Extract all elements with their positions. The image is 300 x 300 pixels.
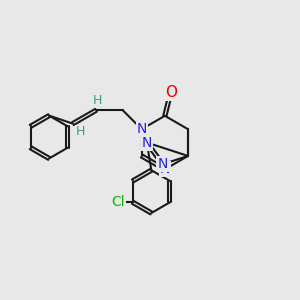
Text: N: N — [136, 122, 147, 136]
Text: O: O — [165, 85, 177, 100]
Text: N: N — [160, 162, 170, 176]
Text: H: H — [93, 94, 102, 107]
Text: N: N — [158, 157, 168, 171]
Text: N: N — [142, 136, 152, 150]
Text: H: H — [76, 125, 85, 139]
Text: Cl: Cl — [111, 195, 125, 209]
